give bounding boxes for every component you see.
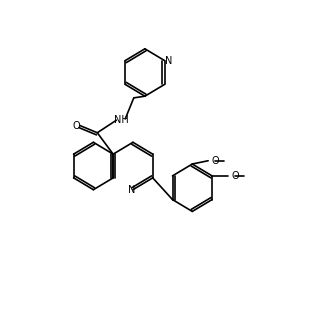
Text: O: O — [231, 171, 239, 181]
Text: O: O — [211, 156, 219, 166]
Text: NH: NH — [114, 115, 128, 125]
Text: N: N — [128, 185, 135, 195]
Text: O: O — [72, 121, 80, 130]
Text: N: N — [165, 56, 172, 66]
